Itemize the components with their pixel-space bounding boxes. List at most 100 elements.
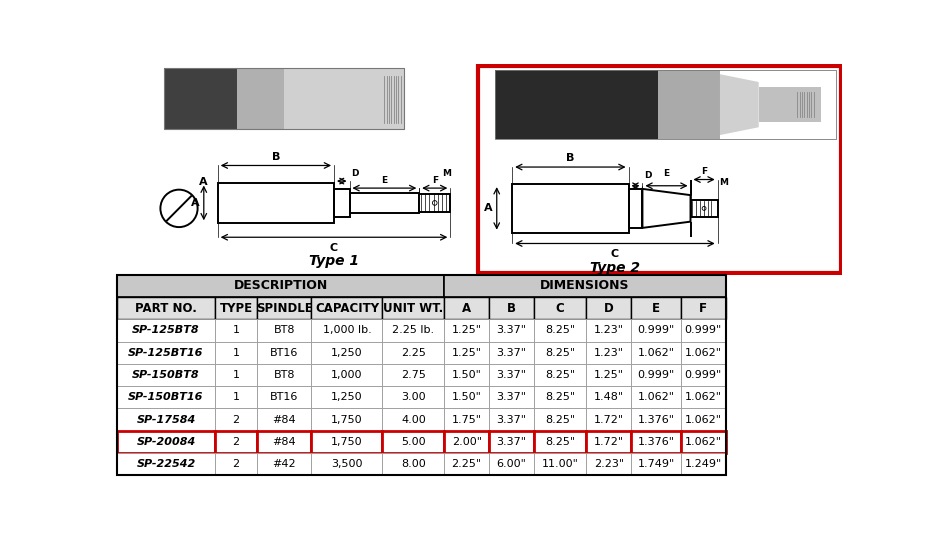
- Bar: [631, 297, 680, 319]
- Bar: [257, 342, 312, 364]
- Text: 1.72": 1.72": [593, 437, 624, 447]
- Text: 11.00": 11.00": [542, 459, 578, 469]
- Text: 8.00: 8.00: [401, 459, 426, 469]
- Text: B: B: [507, 302, 516, 315]
- Bar: [383, 364, 445, 386]
- Bar: [680, 364, 725, 386]
- Bar: [117, 274, 725, 475]
- Bar: [759, 88, 821, 122]
- Bar: [534, 409, 586, 431]
- Text: 1.062": 1.062": [684, 348, 722, 358]
- Bar: [218, 183, 334, 223]
- Bar: [445, 319, 490, 342]
- Bar: [628, 189, 642, 228]
- Bar: [237, 68, 284, 129]
- Text: C: C: [556, 302, 564, 315]
- Bar: [490, 453, 534, 475]
- Bar: [490, 364, 534, 386]
- Text: 6.00": 6.00": [497, 459, 527, 469]
- Text: 8.25": 8.25": [545, 370, 576, 380]
- Bar: [312, 431, 383, 453]
- Text: 4.00: 4.00: [401, 414, 426, 425]
- Text: UNIT WT.: UNIT WT.: [383, 302, 444, 315]
- Bar: [419, 193, 450, 213]
- Bar: [631, 364, 680, 386]
- Text: 3.37": 3.37": [497, 370, 527, 380]
- Text: 1,250: 1,250: [331, 348, 363, 358]
- Text: 1.25": 1.25": [452, 325, 482, 335]
- Bar: [215, 319, 257, 342]
- Text: SP-150BT8: SP-150BT8: [132, 370, 199, 380]
- Text: 8.25": 8.25": [545, 348, 576, 358]
- Text: 1.062": 1.062": [637, 348, 675, 358]
- Bar: [312, 342, 383, 364]
- Text: 2.25: 2.25: [401, 348, 426, 358]
- Text: 1.23": 1.23": [593, 325, 623, 335]
- Text: SP-125BT16: SP-125BT16: [128, 348, 204, 358]
- Bar: [257, 319, 312, 342]
- Bar: [631, 342, 680, 364]
- Bar: [478, 66, 841, 273]
- Text: DESCRIPTION: DESCRIPTION: [233, 279, 328, 292]
- Text: 3.37": 3.37": [497, 437, 527, 447]
- Bar: [215, 409, 257, 431]
- Text: M: M: [719, 178, 728, 187]
- Text: SP-150BT16: SP-150BT16: [128, 392, 204, 402]
- Bar: [117, 386, 215, 409]
- Bar: [117, 431, 215, 453]
- Text: 1,750: 1,750: [331, 414, 363, 425]
- Bar: [383, 342, 445, 364]
- Bar: [257, 431, 312, 453]
- Text: 2: 2: [232, 459, 240, 469]
- Text: BT16: BT16: [270, 392, 299, 402]
- Text: 2.75: 2.75: [401, 370, 426, 380]
- Bar: [215, 297, 257, 319]
- Text: SPINDLE: SPINDLE: [256, 302, 313, 315]
- Bar: [117, 409, 215, 431]
- Text: #84: #84: [272, 437, 296, 447]
- Bar: [631, 386, 680, 409]
- Text: B: B: [566, 153, 575, 163]
- Text: 1.25": 1.25": [452, 348, 482, 358]
- Text: A: A: [462, 302, 471, 315]
- Bar: [534, 342, 586, 364]
- Bar: [490, 431, 534, 453]
- Bar: [312, 453, 383, 475]
- Bar: [383, 409, 445, 431]
- Text: CAPACITY: CAPACITY: [314, 302, 379, 315]
- Bar: [383, 297, 445, 319]
- Text: 0.999": 0.999": [637, 325, 675, 335]
- Bar: [631, 409, 680, 431]
- Text: 1: 1: [232, 392, 240, 402]
- Text: 8.25": 8.25": [545, 414, 576, 425]
- Text: F: F: [699, 302, 707, 315]
- Bar: [383, 453, 445, 475]
- Bar: [445, 364, 490, 386]
- Bar: [490, 297, 534, 319]
- Bar: [586, 297, 631, 319]
- Bar: [445, 409, 490, 431]
- Bar: [117, 364, 215, 386]
- Text: 1: 1: [232, 370, 240, 380]
- Bar: [312, 364, 383, 386]
- Bar: [117, 342, 215, 364]
- Bar: [680, 431, 725, 453]
- Text: F: F: [701, 167, 707, 176]
- Text: Type 2: Type 2: [590, 261, 640, 274]
- Text: 1.23": 1.23": [593, 348, 623, 358]
- Text: E: E: [664, 169, 669, 178]
- Bar: [445, 453, 490, 475]
- Text: 1.50": 1.50": [452, 392, 482, 402]
- Bar: [445, 386, 490, 409]
- Text: SP-125BT8: SP-125BT8: [132, 325, 199, 335]
- Text: 2.23": 2.23": [593, 459, 624, 469]
- Text: 3.37": 3.37": [497, 325, 527, 335]
- Text: 1.249": 1.249": [684, 459, 722, 469]
- Text: D: D: [644, 171, 651, 180]
- Text: SP-22542: SP-22542: [137, 459, 196, 469]
- Bar: [383, 319, 445, 342]
- Text: 8.25": 8.25": [545, 325, 576, 335]
- Bar: [586, 453, 631, 475]
- Text: 1.376": 1.376": [637, 437, 675, 447]
- Text: 3.37": 3.37": [497, 414, 527, 425]
